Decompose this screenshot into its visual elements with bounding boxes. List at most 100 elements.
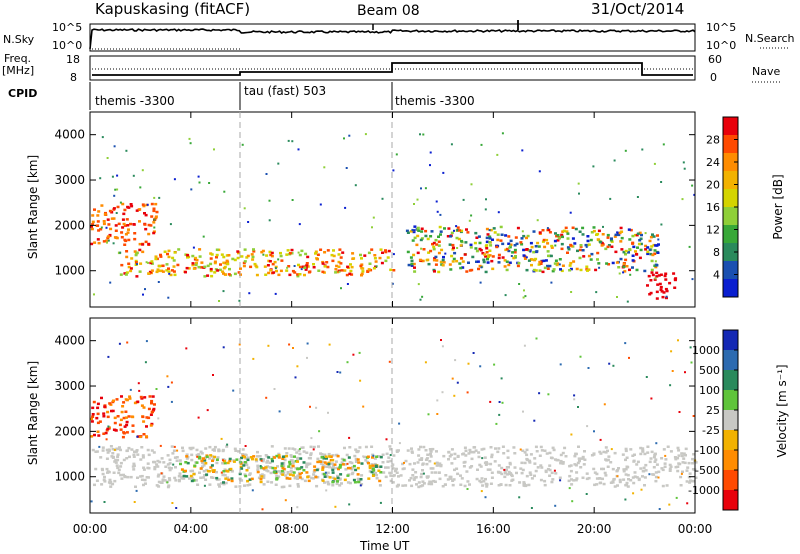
heatmap-cell <box>296 365 299 368</box>
heatmap-cell <box>338 248 342 251</box>
nave-tick-top: 60 <box>708 53 722 66</box>
heatmap-cell <box>372 469 376 472</box>
heatmap-cell <box>247 466 251 469</box>
heatmap-cell <box>190 453 194 457</box>
heatmap-cell <box>102 220 106 223</box>
heatmap-cell <box>218 485 221 488</box>
heatmap-cell <box>486 257 489 261</box>
heatmap-cell <box>200 459 204 463</box>
heatmap-cell <box>449 268 453 271</box>
heatmap-cell <box>249 456 253 459</box>
heatmap-cell <box>157 281 160 283</box>
heatmap-cell <box>694 476 698 479</box>
heatmap-cell <box>260 459 263 462</box>
heatmap-cell <box>173 445 176 448</box>
heatmap-cell <box>611 467 615 471</box>
heatmap-cell <box>273 388 276 390</box>
heatmap-cell <box>99 456 103 459</box>
heatmap-cell <box>122 473 125 477</box>
heatmap-cell <box>391 467 395 470</box>
heatmap-cell <box>482 480 486 483</box>
heatmap-cell <box>508 245 512 249</box>
heatmap-cell <box>116 174 119 177</box>
heatmap-cell <box>627 251 630 254</box>
heatmap-cell <box>191 446 195 450</box>
heatmap-cell <box>352 478 356 482</box>
heatmap-cell <box>313 468 317 472</box>
heatmap-cell <box>220 471 223 474</box>
colorbar-cell <box>723 279 738 298</box>
heatmap-cell <box>378 479 382 483</box>
heatmap-cell <box>464 241 468 244</box>
heatmap-cell <box>564 226 568 230</box>
heatmap-cell <box>204 447 208 450</box>
heatmap-cell <box>124 410 128 413</box>
heatmap-cell <box>641 475 644 478</box>
heatmap-cell <box>467 452 471 455</box>
heatmap-cell <box>483 253 487 256</box>
heatmap-cell <box>496 450 500 454</box>
heatmap-cell <box>420 187 422 190</box>
heatmap-cell <box>600 244 604 247</box>
heatmap-cell <box>226 262 230 266</box>
heatmap-cell <box>542 259 546 263</box>
heatmap-cell <box>380 261 384 265</box>
heatmap-cell <box>686 466 690 469</box>
heatmap-cell <box>195 461 199 464</box>
heatmap-cell <box>440 248 444 252</box>
heatmap-cell <box>143 223 147 226</box>
heatmap-cell <box>261 249 265 253</box>
heatmap-cell <box>348 446 352 449</box>
heatmap-cell <box>676 465 680 468</box>
heatmap-cell <box>428 460 432 463</box>
heatmap-cell <box>282 485 286 489</box>
heatmap-cell <box>113 236 117 239</box>
heatmap-cell <box>416 251 420 255</box>
heatmap-cell <box>190 476 194 480</box>
heatmap-cell <box>617 233 621 237</box>
colorbar-tick-label: -500 <box>695 464 720 477</box>
heatmap-cell <box>300 466 304 469</box>
heatmap-cell <box>386 256 390 259</box>
heatmap-cell <box>610 237 613 240</box>
heatmap-cell <box>417 448 421 451</box>
heatmap-cell <box>549 456 553 459</box>
heatmap-cell <box>468 269 472 272</box>
heatmap-cell <box>441 264 445 267</box>
heatmap-cell <box>550 471 554 475</box>
heatmap-cell <box>463 253 467 256</box>
heatmap-cell <box>481 484 485 487</box>
heatmap-cell <box>350 265 354 269</box>
heatmap-cell <box>691 278 694 281</box>
heatmap-cell <box>462 198 465 201</box>
heatmap-cell <box>103 475 106 479</box>
heatmap-cell <box>558 263 561 266</box>
heatmap-cell <box>561 235 564 239</box>
heatmap-cell <box>433 257 437 260</box>
heatmap-cell <box>644 463 648 467</box>
heatmap-cell <box>248 472 252 475</box>
heatmap-cell <box>354 460 358 463</box>
heatmap-cell <box>314 250 318 253</box>
heatmap-cell <box>356 458 360 461</box>
heatmap-cell <box>641 449 645 452</box>
heatmap-cell <box>436 464 440 467</box>
heatmap-cell <box>316 460 320 464</box>
heatmap-cell <box>460 257 464 260</box>
heatmap-cell <box>525 453 529 457</box>
heatmap-cell <box>274 483 278 486</box>
heatmap-cell <box>241 448 245 451</box>
heatmap-cell <box>427 251 431 254</box>
heatmap-cell <box>488 254 492 257</box>
heatmap-cell <box>360 462 364 465</box>
heatmap-cell <box>593 471 597 474</box>
heatmap-cell <box>244 453 248 457</box>
heatmap-cell <box>663 274 667 278</box>
heatmap-cell <box>142 293 144 296</box>
heatmap-cell <box>483 456 487 459</box>
heatmap-cell <box>389 474 393 477</box>
heatmap-cell <box>119 473 123 477</box>
heatmap-cell <box>639 452 643 456</box>
heatmap-cell <box>213 261 217 265</box>
heatmap-cell <box>122 401 126 404</box>
